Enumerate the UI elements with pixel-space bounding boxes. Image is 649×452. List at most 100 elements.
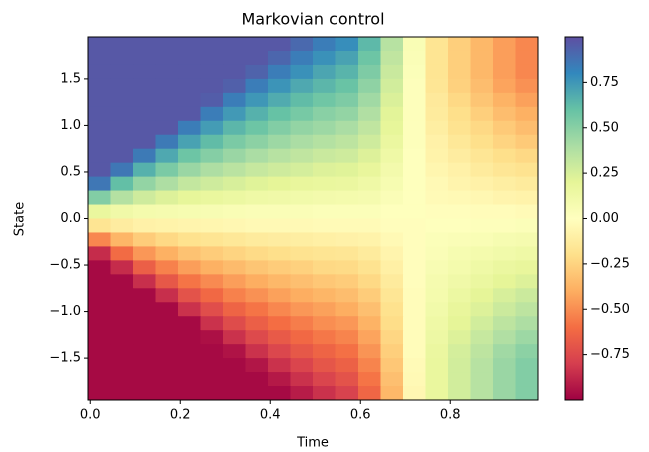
cell (245, 232, 269, 247)
cell (110, 246, 134, 261)
colorbar-tick-label: −0.50 (590, 302, 630, 317)
cell (313, 344, 336, 359)
cell (425, 372, 449, 387)
cell (268, 316, 291, 331)
cell (448, 358, 471, 373)
cell (290, 162, 314, 178)
cell (448, 260, 471, 275)
cell (245, 260, 269, 275)
cell (313, 78, 336, 94)
cell (223, 134, 246, 150)
cell (358, 162, 381, 178)
cell (223, 344, 246, 359)
cell (245, 50, 269, 66)
cell (155, 162, 179, 178)
cell (88, 162, 111, 178)
cell (470, 92, 494, 108)
cell (268, 344, 291, 359)
cell (425, 106, 449, 122)
cell (493, 330, 516, 345)
cell (358, 50, 381, 66)
cell (178, 218, 201, 233)
cell (133, 288, 156, 303)
cell (515, 134, 539, 150)
cell (290, 37, 314, 52)
cell (448, 148, 471, 164)
cell (493, 50, 516, 66)
cell (245, 330, 269, 345)
cell (358, 134, 381, 150)
cell (313, 190, 336, 206)
cell (88, 50, 111, 66)
cell (110, 344, 134, 359)
cell (155, 316, 179, 331)
cell (470, 386, 494, 401)
x-tick-label: 0.4 (260, 408, 281, 423)
cell (88, 190, 111, 206)
cell (155, 302, 179, 317)
cell (155, 148, 179, 164)
cell (290, 358, 314, 373)
cell (313, 218, 336, 233)
cell (448, 162, 471, 178)
cell (313, 92, 336, 108)
cell (290, 260, 314, 275)
cell (493, 92, 516, 108)
cell (223, 50, 246, 66)
cell (268, 204, 291, 219)
cell (155, 274, 179, 289)
cell (223, 106, 246, 122)
cell (380, 358, 404, 373)
cell (223, 232, 246, 247)
cell (290, 330, 314, 345)
colorbar-tick-label: 0.00 (590, 211, 619, 226)
cell (268, 372, 291, 387)
cell (313, 232, 336, 247)
cell (223, 302, 246, 317)
cell (178, 50, 201, 66)
cell (268, 176, 291, 192)
cell (110, 78, 134, 94)
cell (448, 176, 471, 192)
cell (448, 92, 471, 108)
cell (110, 64, 134, 80)
cell (178, 190, 201, 206)
cell (380, 176, 404, 192)
cell (470, 134, 494, 150)
cell (245, 218, 269, 233)
cell (245, 358, 269, 373)
cell (470, 218, 494, 233)
cell (403, 176, 426, 192)
cell (133, 372, 156, 387)
cell (335, 204, 359, 219)
cell (515, 274, 539, 289)
cell (493, 37, 516, 52)
y-tick-label: 1.5 (60, 71, 81, 86)
cell (110, 148, 134, 164)
cell (313, 120, 336, 136)
cell (448, 78, 471, 94)
cell (313, 37, 336, 52)
cell (268, 134, 291, 150)
cell (335, 134, 359, 150)
cell (425, 50, 449, 66)
cell (358, 386, 381, 401)
cell (178, 288, 201, 303)
cell (133, 330, 156, 345)
cell (335, 162, 359, 178)
cell (133, 204, 156, 219)
cell (448, 344, 471, 359)
cell (403, 162, 426, 178)
cell (313, 162, 336, 178)
cell (403, 274, 426, 289)
chart-title: Markovian control (241, 10, 384, 29)
cell (223, 358, 246, 373)
cell (380, 344, 404, 359)
cell (200, 120, 224, 136)
cell (380, 190, 404, 206)
cell (178, 232, 201, 247)
cell (178, 358, 201, 373)
cell (515, 106, 539, 122)
cell (380, 260, 404, 275)
cell (335, 37, 359, 52)
